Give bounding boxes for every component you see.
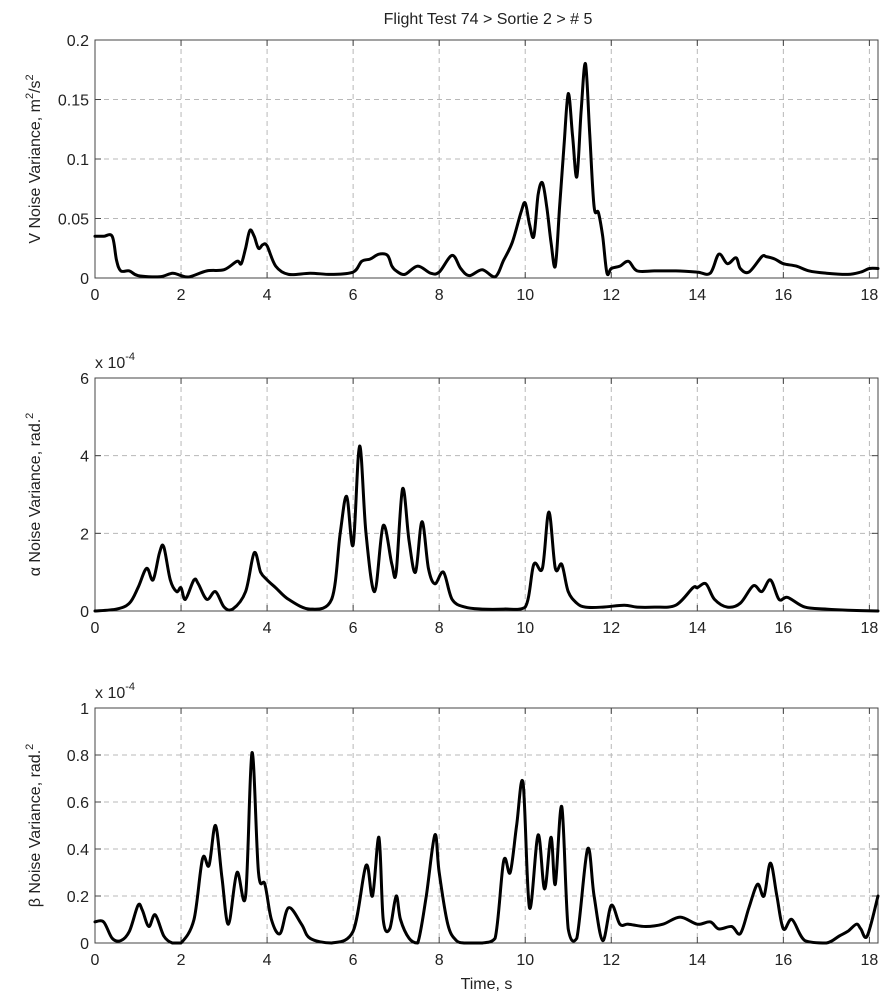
x-tick-label: 2 bbox=[177, 287, 186, 304]
scale-factor-label: x 10-4 bbox=[95, 681, 135, 702]
x-tick-label: 12 bbox=[602, 952, 620, 969]
y-tick-label: 1 bbox=[80, 701, 89, 718]
figure-title: Flight Test 74 > Sortie 2 > # 5 bbox=[384, 11, 593, 28]
x-tick-label: 10 bbox=[516, 620, 534, 637]
y-tick-label: 0.15 bbox=[58, 93, 89, 110]
y-label-sup: 2 bbox=[24, 74, 36, 80]
x-tick-label: 12 bbox=[602, 620, 620, 637]
y-label-sup: 2 bbox=[24, 93, 36, 99]
y-axis-label: β Noise Variance, rad.2 bbox=[24, 744, 44, 908]
x-tick-label: 14 bbox=[688, 620, 706, 637]
x-tick-label: 18 bbox=[860, 287, 878, 304]
series-line bbox=[93, 62, 880, 279]
subplot-3: 0 2 4 6 8 10 12 14 16 18 0 0.2 0.4 0.6 0.8 1 x 10-4 β Noi… bbox=[24, 681, 880, 993]
scale-factor-exponent: -4 bbox=[125, 681, 135, 693]
subplot-1: 0 2 4 6 8 10 12 14 16 18 0 0.05 0.1 0.15 0.2 V Noise Va… bbox=[24, 33, 880, 304]
x-tick-label: 0 bbox=[91, 952, 100, 969]
y-tick-label: 0.2 bbox=[67, 889, 89, 906]
y-tick-label: 0 bbox=[80, 604, 89, 621]
y-tick-label: 0.2 bbox=[67, 33, 89, 50]
x-tick-label: 0 bbox=[91, 620, 100, 637]
y-tick-label: 0.1 bbox=[67, 152, 89, 169]
series-line bbox=[93, 444, 880, 613]
y-tick-label: 0 bbox=[80, 936, 89, 953]
x-tick-label: 4 bbox=[263, 620, 272, 637]
x-tick-label: 6 bbox=[349, 952, 358, 969]
x-tick-label: 2 bbox=[177, 952, 186, 969]
y-axis-label: α Noise Variance, rad.2 bbox=[24, 413, 44, 577]
x-tick-label: 14 bbox=[688, 287, 706, 304]
y-label-sup: 2 bbox=[24, 744, 36, 750]
y-tick-label: 0.8 bbox=[67, 748, 89, 765]
y-tick-label: 6 bbox=[80, 371, 89, 388]
x-tick-label: 0 bbox=[91, 287, 100, 304]
x-tick-label: 2 bbox=[177, 620, 186, 637]
x-axis-label: Time, s bbox=[461, 976, 513, 993]
y-tick-label: 4 bbox=[80, 449, 89, 466]
y-tick-label: 0.05 bbox=[58, 212, 89, 229]
series-line bbox=[93, 751, 880, 945]
subplot-2: 0 2 4 6 8 10 12 14 16 18 0 2 4 6 x 10-4 α Noise Varianc… bbox=[24, 351, 880, 637]
x-tick-label: 4 bbox=[263, 287, 272, 304]
x-tick-label: 8 bbox=[435, 620, 444, 637]
y-tick-label: 0 bbox=[80, 271, 89, 288]
scale-factor-label: x 10-4 bbox=[95, 351, 135, 372]
plot-frame bbox=[94, 707, 879, 944]
y-tick-label: 2 bbox=[80, 526, 89, 543]
y-label-main: α Noise Variance, rad. bbox=[27, 419, 44, 576]
x-tick-label: 14 bbox=[688, 952, 706, 969]
y-label-mid: /s bbox=[27, 80, 44, 92]
x-tick-label: 18 bbox=[860, 952, 878, 969]
x-tick-label: 16 bbox=[774, 620, 792, 637]
x-tick-label: 4 bbox=[263, 952, 272, 969]
x-tick-label: 6 bbox=[349, 287, 358, 304]
scale-factor-exponent: -4 bbox=[125, 351, 135, 363]
x-tick-label: 8 bbox=[435, 287, 444, 304]
x-tick-label: 16 bbox=[774, 287, 792, 304]
y-tick-label: 0.4 bbox=[67, 842, 89, 859]
y-tick-label: 0.6 bbox=[67, 795, 89, 812]
y-label-main: V Noise Variance, m bbox=[27, 99, 44, 244]
plot-frame bbox=[94, 377, 879, 612]
x-tick-label: 16 bbox=[774, 952, 792, 969]
x-tick-label: 18 bbox=[860, 620, 878, 637]
x-tick-label: 10 bbox=[516, 952, 534, 969]
y-label-main: β Noise Variance, rad. bbox=[27, 750, 44, 907]
x-tick-label: 10 bbox=[516, 287, 534, 304]
y-label-sup: 2 bbox=[24, 413, 36, 419]
x-tick-label: 6 bbox=[349, 620, 358, 637]
y-axis-label: V Noise Variance, m2/s2 bbox=[24, 74, 44, 243]
x-tick-label: 8 bbox=[435, 952, 444, 969]
x-tick-label: 12 bbox=[602, 287, 620, 304]
